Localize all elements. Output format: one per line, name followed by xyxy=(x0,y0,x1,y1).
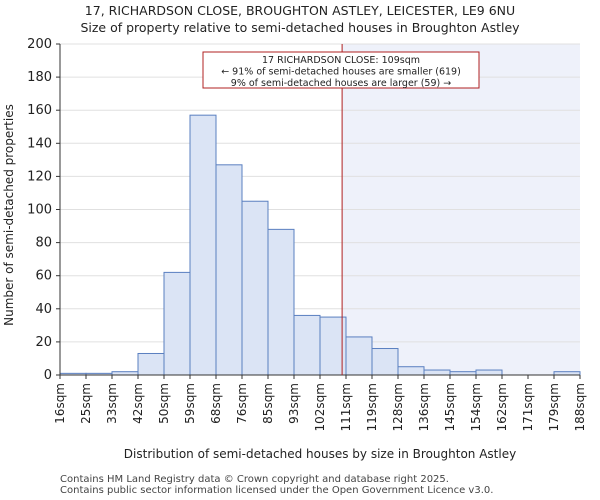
x-tick-label: 33sqm xyxy=(105,383,119,424)
bar-42sqm xyxy=(137,352,165,376)
annotation-box xyxy=(202,51,480,89)
x-tick-label: 25sqm xyxy=(79,383,93,424)
x-tick-label: 93sqm xyxy=(287,383,301,424)
x-tick-label: 42sqm xyxy=(131,383,145,424)
y-tick-label: 40 xyxy=(35,302,52,317)
x-tick-label: 171sqm xyxy=(521,383,535,431)
x-tick-label: 76sqm xyxy=(235,383,249,424)
x-tick-label: 111sqm xyxy=(339,383,353,431)
y-tick-label: 160 xyxy=(27,103,52,118)
y-tick-label: 120 xyxy=(27,169,52,184)
y-tick-label: 180 xyxy=(27,70,52,85)
x-tick-label: 50sqm xyxy=(157,383,171,424)
y-tick-label: 100 xyxy=(27,203,52,218)
annotation-line-1: 17 RICHARDSON CLOSE: 109sqm xyxy=(262,55,420,66)
x-axis-label: Distribution of semi-detached houses by … xyxy=(124,447,516,461)
bar-119sqm xyxy=(371,348,399,376)
x-tick-label: 145sqm xyxy=(443,383,457,431)
y-axis-label: Number of semi-detached properties xyxy=(2,104,16,326)
x-tick-label: 154sqm xyxy=(469,383,483,431)
bar-76sqm xyxy=(241,200,269,376)
y-tick-label: 0 xyxy=(44,368,52,383)
bar-59sqm xyxy=(189,114,217,376)
x-tick-label: 59sqm xyxy=(183,383,197,424)
y-tick-label: 20 xyxy=(35,335,52,350)
x-tick-label: 16sqm xyxy=(53,383,67,424)
y-tick-label: 200 xyxy=(27,37,52,52)
bar-111sqm xyxy=(345,336,373,376)
x-tick-label: 102sqm xyxy=(313,383,327,431)
footer-licence: Contains public sector information licen… xyxy=(60,485,494,496)
x-tick-label: 162sqm xyxy=(495,383,509,431)
y-tick-label: 140 xyxy=(27,136,52,151)
bar-154sqm xyxy=(475,369,503,376)
chart-title: 17, RICHARDSON CLOSE, BROUGHTON ASTLEY, … xyxy=(84,3,516,18)
bar-136sqm xyxy=(423,369,451,376)
chart-subtitle: Size of property relative to semi-detach… xyxy=(80,20,520,35)
annotation-line-2: ← 91% of semi-detached houses are smalle… xyxy=(221,67,461,78)
annotation-line-3: 9% of semi-detached houses are larger (5… xyxy=(231,78,451,89)
x-tick-label: 85sqm xyxy=(261,383,275,424)
bar-68sqm xyxy=(215,164,243,376)
y-tick-label: 60 xyxy=(35,269,52,284)
bar-128sqm xyxy=(397,366,425,376)
x-tick-label: 136sqm xyxy=(417,383,431,431)
bar-93sqm xyxy=(293,314,321,376)
x-tick-label: 128sqm xyxy=(391,383,405,431)
x-tick-label: 188sqm xyxy=(573,383,587,431)
bar-85sqm xyxy=(267,228,295,376)
x-tick-label: 179sqm xyxy=(547,383,561,431)
bar-50sqm xyxy=(163,271,191,376)
footer-copyright: Contains HM Land Registry data © Crown c… xyxy=(60,474,449,485)
x-tick-label: 68sqm xyxy=(209,383,223,424)
y-tick-label: 80 xyxy=(35,236,52,251)
x-tick-label: 119sqm xyxy=(365,383,379,431)
